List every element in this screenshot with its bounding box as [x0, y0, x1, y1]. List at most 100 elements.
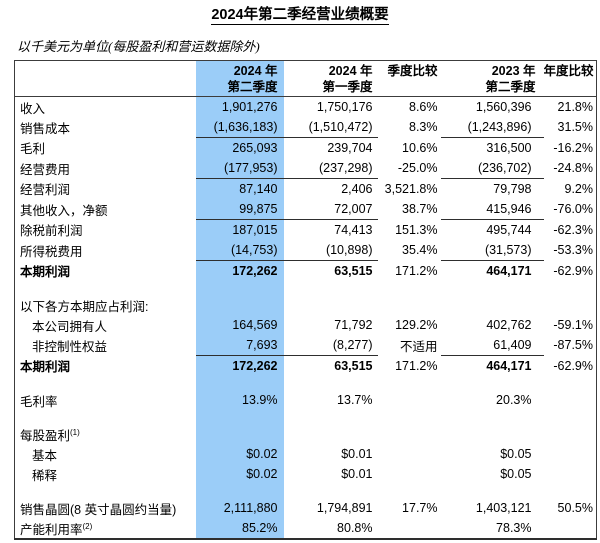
cell-qoq-change: 17.7%: [402, 501, 438, 515]
cell-qoq-change: 不适用: [399, 339, 438, 354]
row-label: 销售成本: [20, 121, 71, 136]
row-label: 收入: [20, 101, 46, 116]
table-body: 收入 1,901,276 1,750,176 8.6% 1,560,396 21.8% 销售…: [15, 96, 597, 539]
row-label: 销售晶圆(8 英寸晶圆约当量): [20, 502, 177, 517]
table-row: 基本 $0.02 $0.01 $0.05: [15, 444, 597, 464]
row-label: [15, 410, 196, 424]
cell-yoy-change: -62.9%: [553, 358, 593, 373]
cell-q1-2024: 72,007: [283, 199, 378, 220]
cell-qoq-change: 171.2%: [395, 263, 438, 278]
cell-q2-2024: $0.02: [195, 464, 284, 484]
cell-q2-2023: 415,946: [440, 199, 544, 220]
cell-q2-2024: [195, 376, 284, 390]
cell-q2-2024: 1,901,276: [195, 96, 284, 117]
cell-q2-2023: 316,500: [486, 141, 532, 155]
cell-qoq-change: [378, 281, 441, 295]
cell-q1-2024: [284, 410, 378, 424]
row-label: [15, 376, 196, 390]
header-cell-yoy-change: 年度比较: [543, 64, 594, 78]
cell-q1-2024: [284, 281, 378, 295]
cell-q1-2024: 63,515: [334, 264, 373, 278]
cell-q2-2023: [441, 376, 544, 390]
table-row: 本公司拥有人 164,569 71,792 129.2% 402,762 -59.1%: [15, 315, 597, 335]
cell-q1-2024: (8,277): [283, 335, 378, 356]
cell-qoq-change: 10.6%: [402, 140, 438, 155]
cell-q2-2024: 187,015: [195, 219, 284, 240]
cell-q2-2024: 85.2%: [195, 518, 284, 539]
cell-qoq-change: 8.3%: [409, 120, 438, 135]
cell-yoy-change: [544, 484, 597, 498]
cell-qoq-change: 151.3%: [395, 222, 438, 237]
cell-q1-2024: 71,792: [334, 318, 373, 332]
cell-q2-2024: (1,636,183): [195, 117, 284, 138]
cell-q2-2023: 402,762: [486, 318, 532, 332]
cell-yoy-change: -62.3%: [553, 222, 593, 237]
cell-yoy-change: [544, 376, 597, 390]
cell-yoy-change: 9.2%: [564, 181, 594, 196]
cell-qoq-change: 3,521.8%: [384, 181, 438, 196]
header-cell-row-label: [15, 61, 196, 97]
table-row: 以下各方本期应占利润:: [15, 295, 597, 315]
cell-q2-2023: $0.05: [500, 447, 532, 461]
row-label: 所得税费用: [20, 244, 83, 259]
cell-q2-2023: [441, 424, 544, 444]
cell-yoy-change: [544, 464, 597, 484]
cell-yoy-change: [544, 518, 597, 539]
spacer-row: [15, 376, 597, 390]
row-label: 以下各方本期应占利润:: [20, 299, 149, 314]
cell-yoy-change: [544, 295, 597, 315]
table-header-row: 2024 年 第二季度 2024 年 第一季度 季度比较 2023 年 第二季度…: [14, 60, 597, 97]
cell-qoq-change: [378, 390, 441, 410]
cell-q2-2023: 464,171: [486, 359, 532, 373]
row-label: [15, 281, 196, 295]
row-label: 稀释: [32, 468, 58, 483]
cell-q2-2024: 265,093: [195, 137, 284, 158]
cell-yoy-change: [544, 410, 597, 424]
cell-q1-2024: $0.01: [341, 467, 373, 481]
cell-q2-2023: 1,403,121: [475, 501, 532, 515]
footnote-marker: (1): [70, 427, 80, 437]
spacer-row: [15, 410, 597, 424]
cell-q2-2023: [441, 484, 544, 498]
cell-qoq-change: 35.4%: [402, 243, 438, 258]
cell-qoq-change: [378, 376, 441, 390]
cell-qoq-change: [378, 464, 441, 484]
cell-yoy-change: -76.0%: [553, 202, 593, 217]
cell-q1-2024: 63,515: [334, 359, 373, 373]
row-label: 除税前利润: [20, 224, 83, 239]
cell-q1-2024: 13.7%: [337, 393, 373, 407]
page-subtitle: 以千美元为单位(每股盈利和营运数据除外): [17, 39, 260, 54]
cell-q2-2023: $0.05: [500, 467, 532, 481]
cell-qoq-change: [378, 484, 441, 498]
cell-qoq-change: -25.0%: [397, 161, 438, 176]
cell-q2-2023: (1,243,896): [440, 117, 544, 138]
cell-qoq-change: [378, 518, 441, 539]
cell-q2-2024: (14,753): [195, 240, 284, 261]
table-row: 稀释 $0.02 $0.01 $0.05: [15, 464, 597, 484]
cell-yoy-change: 21.8%: [557, 100, 593, 114]
header-cell-q2-2023: 2023 年 第二季度: [485, 64, 536, 94]
row-label: 毛利率: [20, 394, 58, 409]
table-row: 毛利 265,093 239,704 10.6% 316,500 -16.2%: [15, 137, 597, 158]
page-title: 2024年第二季经营业绩概要: [211, 7, 389, 25]
cell-q2-2023: 78.3%: [496, 521, 532, 535]
cell-qoq-change: 38.7%: [402, 202, 438, 217]
cell-q1-2024: (237,298): [283, 158, 378, 179]
cell-q1-2024: 239,704: [327, 141, 373, 155]
row-label: 毛利: [20, 142, 46, 157]
cell-q1-2024: (1,510,472): [283, 117, 378, 138]
cell-q2-2024: 172,262: [195, 355, 284, 376]
row-label: 基本: [32, 448, 58, 463]
cell-q1-2024: 74,413: [334, 223, 373, 237]
table-row: 经营利润 87,140 2,406 3,521.8% 79,798 9.2%: [15, 178, 597, 199]
header-cell-q1-2024: 2024 年 第一季度: [322, 64, 373, 94]
table-row: 所得税费用 (14,753) (10,898) 35.4% (31,573) -53.3%: [15, 240, 597, 261]
header-cell-qoq-change: 季度比较: [387, 64, 438, 78]
cell-q2-2024: 164,569: [195, 315, 284, 335]
cell-q2-2024: (177,953): [195, 158, 284, 179]
cell-q2-2024: 172,262: [195, 260, 284, 281]
row-label: 产能利用率(2): [20, 521, 93, 537]
row-label: 其他收入，净额: [20, 203, 108, 218]
cell-q2-2023: 464,171: [486, 264, 532, 278]
cell-q2-2024: 7,693: [195, 335, 284, 356]
